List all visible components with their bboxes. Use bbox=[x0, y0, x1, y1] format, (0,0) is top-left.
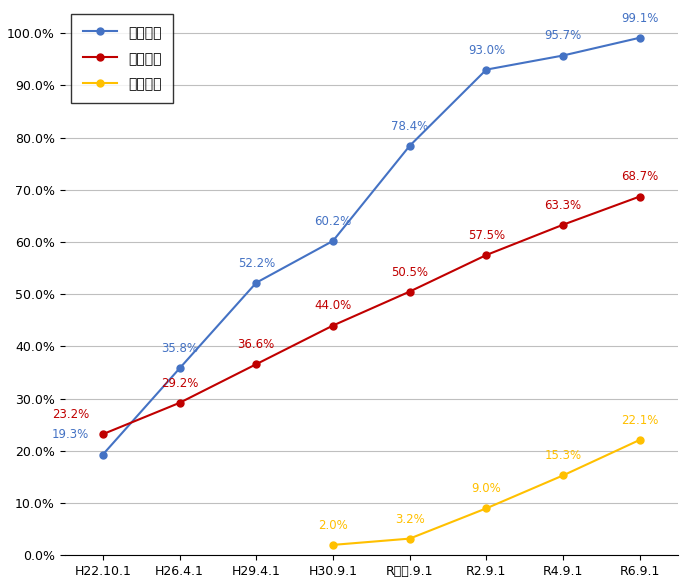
普通教室 bbox=[406, 142, 414, 149]
Text: 50.5%: 50.5% bbox=[391, 266, 428, 278]
体育館等 bbox=[559, 472, 567, 479]
特別教室 bbox=[559, 221, 567, 228]
Text: 19.3%: 19.3% bbox=[52, 428, 89, 442]
特別教室 bbox=[175, 400, 184, 407]
普通教室 bbox=[482, 66, 490, 73]
Text: 52.2%: 52.2% bbox=[238, 257, 275, 270]
Text: 29.2%: 29.2% bbox=[161, 377, 198, 390]
体育館等 bbox=[482, 505, 490, 512]
Text: 78.4%: 78.4% bbox=[391, 120, 428, 133]
普通教室 bbox=[175, 365, 184, 372]
Legend: 普通教室, 特別教室, 体育館等: 普通教室, 特別教室, 体育館等 bbox=[71, 14, 173, 103]
普通教室 bbox=[329, 238, 337, 245]
Text: 35.8%: 35.8% bbox=[161, 342, 198, 355]
Text: 15.3%: 15.3% bbox=[545, 449, 582, 462]
Text: 93.0%: 93.0% bbox=[468, 43, 505, 57]
特別教室 bbox=[482, 252, 490, 259]
Text: 9.0%: 9.0% bbox=[471, 482, 501, 495]
Text: 44.0%: 44.0% bbox=[314, 300, 351, 312]
Text: 68.7%: 68.7% bbox=[621, 170, 658, 184]
Text: 2.0%: 2.0% bbox=[318, 519, 348, 532]
体育館等 bbox=[406, 535, 414, 542]
普通教室 bbox=[559, 52, 567, 59]
Text: 60.2%: 60.2% bbox=[314, 215, 351, 228]
Text: 36.6%: 36.6% bbox=[238, 338, 275, 351]
普通教室 bbox=[99, 451, 107, 458]
普通教室 bbox=[636, 35, 644, 42]
特別教室 bbox=[406, 288, 414, 295]
Text: 3.2%: 3.2% bbox=[395, 512, 425, 525]
Text: 95.7%: 95.7% bbox=[545, 29, 582, 43]
Line: 体育館等: 体育館等 bbox=[329, 436, 643, 548]
体育館等 bbox=[636, 436, 644, 443]
特別教室 bbox=[636, 193, 644, 200]
Text: 23.2%: 23.2% bbox=[52, 408, 89, 421]
特別教室 bbox=[99, 431, 107, 438]
特別教室 bbox=[252, 361, 260, 368]
普通教室 bbox=[252, 279, 260, 286]
Text: 63.3%: 63.3% bbox=[545, 199, 582, 212]
Line: 普通教室: 普通教室 bbox=[99, 35, 643, 458]
Text: 57.5%: 57.5% bbox=[468, 229, 505, 242]
体育館等 bbox=[329, 541, 337, 548]
Text: 99.1%: 99.1% bbox=[621, 12, 658, 25]
Text: 22.1%: 22.1% bbox=[621, 414, 658, 427]
特別教室 bbox=[329, 322, 337, 329]
Line: 特別教室: 特別教室 bbox=[99, 193, 643, 438]
